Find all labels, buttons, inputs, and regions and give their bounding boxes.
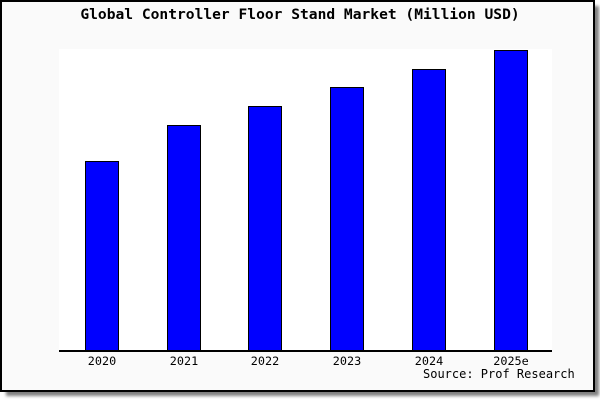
bar-2024 — [412, 69, 446, 350]
source-note: Source: Prof Research — [423, 367, 575, 381]
x-tick-label-2022: 2022 — [250, 354, 280, 368]
bar-2021 — [167, 125, 201, 350]
bar-2020 — [85, 161, 119, 350]
x-tick-label-2023: 2023 — [332, 354, 362, 368]
x-tick-label-2021: 2021 — [169, 354, 199, 368]
x-tick-label-2020: 2020 — [87, 354, 117, 368]
chart-title: Global Controller Floor Stand Market (Mi… — [80, 6, 520, 23]
x-tick-label-2025e: 2025e — [493, 354, 529, 368]
bar-2022 — [248, 106, 282, 350]
bar-2025e — [494, 50, 528, 350]
x-tick-label-2024: 2024 — [414, 354, 444, 368]
plot-area — [59, 49, 552, 352]
bar-2023 — [330, 87, 364, 350]
